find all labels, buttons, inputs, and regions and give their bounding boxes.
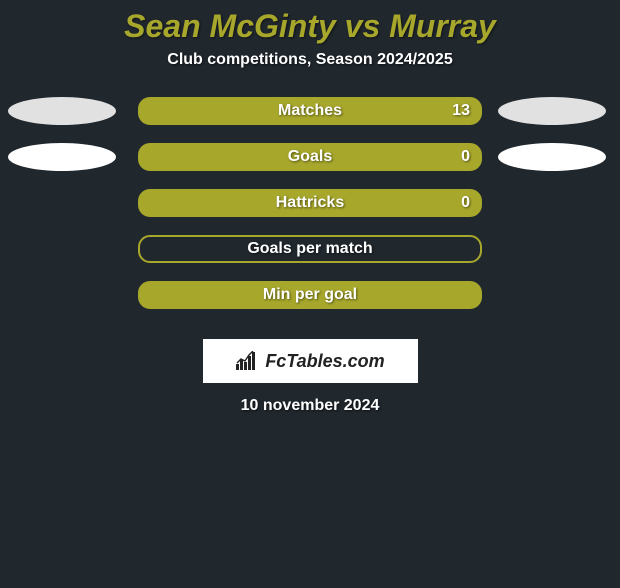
metric-value: 0 — [461, 194, 470, 212]
metric-label: Hattricks — [276, 194, 344, 212]
metric-pill: Min per goal — [138, 281, 482, 309]
metric-label: Min per goal — [263, 286, 357, 304]
player-ellipse-left — [8, 97, 116, 125]
comparison-infographic: Sean McGinty vs Murray Club competitions… — [0, 8, 620, 415]
metric-pill: Matches 13 — [138, 97, 482, 125]
snapshot-date: 10 november 2024 — [0, 397, 620, 415]
player-ellipse-left — [8, 143, 116, 171]
metric-row: Min per goal — [0, 281, 620, 327]
metric-pill: Goals per match — [138, 235, 482, 263]
metric-label: Goals — [288, 148, 332, 166]
bars-icon — [235, 351, 259, 371]
brand-badge: FcTables.com — [203, 339, 418, 383]
page-subtitle: Club competitions, Season 2024/2025 — [0, 51, 620, 69]
metric-label: Goals per match — [247, 240, 372, 258]
metric-pill: Hattricks 0 — [138, 189, 482, 217]
player-ellipse-right — [498, 143, 606, 171]
page-title: Sean McGinty vs Murray — [0, 8, 620, 45]
player-ellipse-right — [498, 97, 606, 125]
brand-text: FcTables.com — [265, 351, 384, 372]
metric-row: Goals per match — [0, 235, 620, 281]
metric-row: Hattricks 0 — [0, 189, 620, 235]
metric-row: Matches 13 — [0, 97, 620, 143]
metrics-list: Matches 13 Goals 0 Hattricks 0 Goals per match… — [0, 97, 620, 327]
metric-value: 13 — [452, 102, 470, 120]
metric-label: Matches — [278, 102, 342, 120]
metric-value: 0 — [461, 148, 470, 166]
metric-pill: Goals 0 — [138, 143, 482, 171]
metric-row: Goals 0 — [0, 143, 620, 189]
